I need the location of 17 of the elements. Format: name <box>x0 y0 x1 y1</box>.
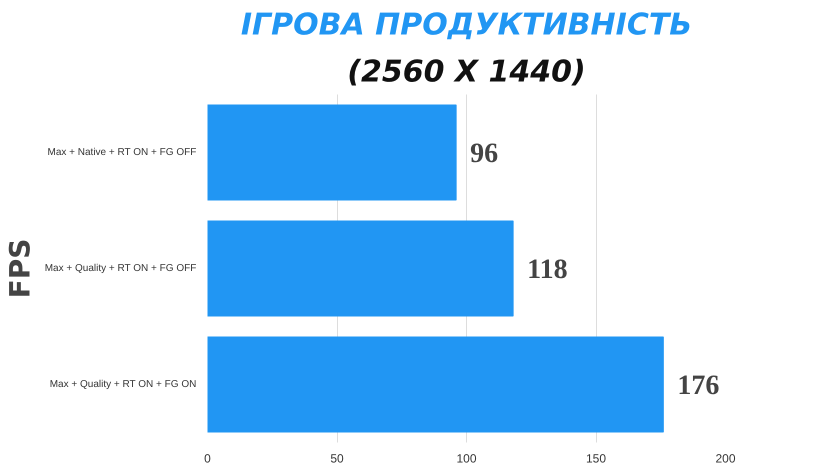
x-tick-label: 0 <box>204 452 212 466</box>
x-tick-label: 50 <box>330 452 344 466</box>
data-label: 176 <box>677 370 720 401</box>
chart-subtitle: (2560 X 1440) <box>347 54 586 90</box>
x-tick-label: 200 <box>715 452 736 466</box>
y-axis-title: FPS <box>4 238 37 298</box>
bar <box>208 336 664 433</box>
y-tick-label: Max + Native + RT ON + FG OFF <box>47 147 196 158</box>
chart-title: ІГРОВА ПРОДУКТИВНІСТЬ <box>240 8 692 42</box>
y-tick-label: Max + Quality + RT ON + FG OFF <box>44 263 196 274</box>
x-tick-label: 150 <box>586 452 606 466</box>
x-tick-label: 100 <box>456 452 477 466</box>
y-tick-label: Max + Quality + RT ON + FG ON <box>50 379 196 390</box>
data-label: 96 <box>470 138 498 169</box>
data-label: 118 <box>527 254 568 285</box>
bar <box>208 220 514 317</box>
bar <box>208 104 457 201</box>
